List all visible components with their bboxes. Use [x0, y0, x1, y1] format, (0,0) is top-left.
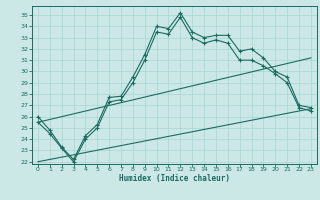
X-axis label: Humidex (Indice chaleur): Humidex (Indice chaleur): [119, 174, 230, 183]
